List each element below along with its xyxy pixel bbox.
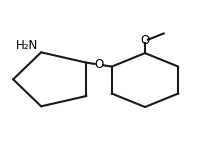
Text: O: O <box>94 58 104 71</box>
Text: O: O <box>140 34 150 47</box>
Text: H₂N: H₂N <box>15 39 38 52</box>
